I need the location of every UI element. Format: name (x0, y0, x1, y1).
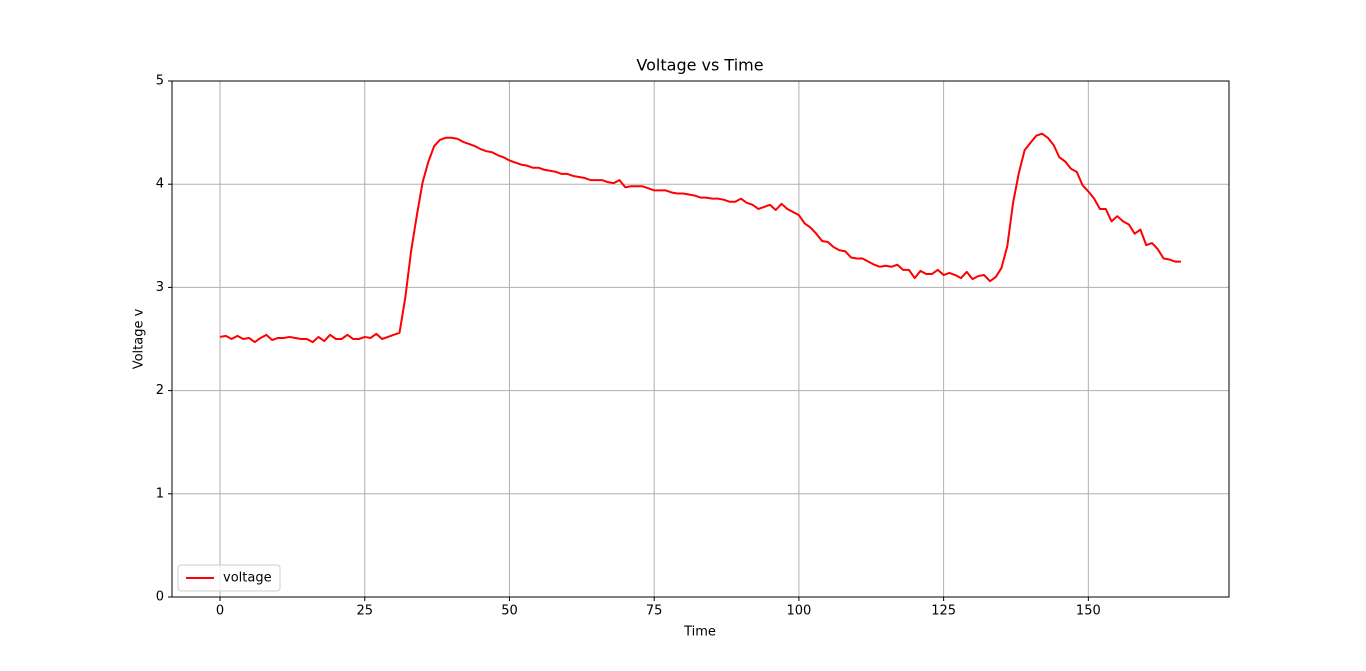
x-axis-label: Time (683, 625, 716, 640)
x-tick-label: 125 (931, 604, 956, 619)
plot-frame (171, 80, 1230, 598)
y-tick-label: 0 (156, 590, 164, 605)
legend-box (177, 564, 281, 592)
y-axis-label: Voltage v (132, 308, 147, 369)
x-tick-label: 50 (501, 604, 518, 619)
x-tick-label: 75 (646, 604, 663, 619)
y-tick-label: 3 (156, 280, 164, 295)
y-tick-label: 2 (156, 383, 164, 398)
x-tick-label: 150 (1076, 604, 1101, 619)
data-line (219, 132, 1181, 344)
x-tick-label: 100 (786, 604, 811, 619)
x-tick-label: 25 (356, 604, 373, 619)
y-tick-label: 5 (156, 74, 164, 89)
chart-title: Voltage vs Time (636, 56, 763, 75)
y-tick-label: 1 (156, 486, 164, 501)
legend-label: voltage (223, 571, 272, 586)
y-tick-label: 4 (156, 177, 164, 192)
x-tick-label: 0 (216, 604, 224, 619)
